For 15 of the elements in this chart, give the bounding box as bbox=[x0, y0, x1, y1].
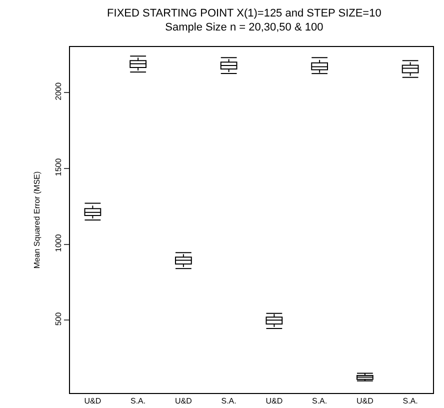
y-tick-label: 1000 bbox=[54, 234, 63, 252]
y-tick-label: 2000 bbox=[54, 82, 63, 100]
x-tick-label: S.A. bbox=[221, 396, 236, 406]
x-tick-label: S.A. bbox=[312, 396, 328, 406]
x-tick-label: U&D bbox=[266, 396, 283, 406]
chart-title: FIXED STARTING POINT X(1)=125 and STEP SIZE=10 bbox=[107, 7, 382, 20]
x-tick-label: U&D bbox=[174, 396, 192, 406]
chart-subtitle: Sample Size n = 20,30,50 & 100 bbox=[165, 22, 324, 34]
y-tick-label: 500 bbox=[54, 312, 63, 326]
x-tick-label: U&D bbox=[84, 396, 102, 406]
x-tick-label: S.A. bbox=[402, 396, 418, 406]
y-axis-title: Mean Squared Error (MSE) bbox=[32, 170, 42, 269]
x-tick-label: U&D bbox=[356, 396, 374, 406]
y-tick-label: 1500 bbox=[54, 158, 63, 176]
x-tick-label: S.A. bbox=[130, 396, 146, 406]
